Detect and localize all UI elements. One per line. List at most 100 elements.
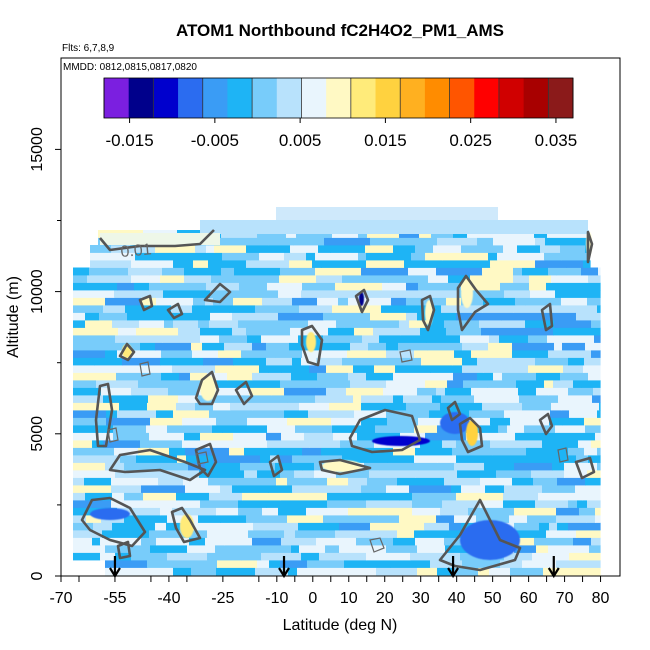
heatmap-cell [436,515,455,523]
contour-line [166,302,184,320]
heatmap-cell [524,425,556,433]
heatmap-cell [447,380,464,388]
heatmap-cell [542,485,576,493]
dates-label: MMDD: 0812,0815,0817,0820 [63,62,197,73]
heatmap-cell [427,320,445,328]
heatmap-cell [185,485,221,493]
heatmap-cell [149,530,159,538]
heatmap-feature [359,292,364,306]
heatmap-cell [158,327,179,336]
heatmap-cell [469,410,489,418]
heatmap-cell [163,290,211,298]
heatmap-cell [482,402,523,411]
heatmap-cell [462,357,478,366]
heatmap-cell [584,417,601,426]
heatmap-cell [215,365,260,373]
heatmap-cell [252,342,267,351]
heatmap-cell [482,267,514,276]
heatmap-cell [216,567,256,576]
heatmap-cell [219,335,248,343]
heatmap-cell [200,432,234,441]
heatmap-cell [440,402,483,411]
heatmap-cell [73,440,93,448]
chart-title: ATOM1 Northbound fC2H4O2_PM1_AMS [176,21,504,40]
heatmap-cell [203,357,234,366]
heatmap-cell [266,432,282,441]
heatmap-cell [591,440,601,448]
heatmap-cell [477,425,499,433]
heatmap-cell [284,530,296,538]
flight-marker-arrowhead [547,567,560,579]
heatmap-cell [476,515,510,523]
y-tick-label: 15000 [29,127,46,172]
y-tick-label: 0 [29,571,46,580]
heatmap-cell [415,470,458,478]
heatmap-cell [437,455,457,463]
contour-line [456,274,490,332]
heatmap-cell [528,335,548,343]
heatmap-cell [82,485,112,493]
heatmap-cell [566,260,584,268]
heatmap-cell [357,432,401,441]
heatmap-cell [317,297,339,306]
heatmap-cell [444,477,481,486]
heatmap-cell [275,462,303,471]
heatmap-cell [425,432,459,441]
heatmap-cell [428,275,449,283]
heatmap-cell [568,560,601,568]
heatmap-cell [102,530,150,538]
heatmap-cell [512,477,534,486]
heatmap-cell [546,530,577,538]
heatmap-cell [374,365,396,373]
heatmap-cell [155,342,192,351]
heatmap-cell [388,530,398,538]
heatmap-cell [267,440,310,448]
heatmap-cell [252,372,292,381]
heatmap-cell [155,522,167,531]
heatmap-cell [454,462,485,471]
heatmap-cell [529,282,547,291]
heatmap-cell [213,455,261,463]
heatmap-cell [477,357,494,366]
heatmap-cell [395,365,431,373]
contour-line [420,294,436,332]
heatmap-cell [187,545,216,553]
colorbar-swatch [350,78,377,118]
heatmap-cell [115,470,145,478]
heatmap-cell [409,485,452,493]
contour-line [203,282,232,304]
heatmap-cell [527,515,557,523]
contour-line [116,540,132,560]
heatmap-cell [156,410,174,418]
heatmap-cell [424,522,450,531]
heatmap-cell [368,342,387,351]
heatmap-cell [453,372,478,381]
heatmap-cell [266,342,290,351]
heatmap-cell [484,462,515,471]
heatmap-cell [525,297,542,306]
heatmap-cell [294,470,315,478]
heatmap-cell [346,387,384,396]
heatmap-cell [574,282,601,291]
heatmap-cell [548,545,590,553]
heatmap-cell [111,380,139,388]
heatmap-cell [302,462,315,471]
heatmap-cell [408,267,437,276]
heatmap-cell [284,252,298,261]
heatmap-cell [437,237,478,246]
heatmap-cell [253,522,265,531]
heatmap-cell [591,350,601,358]
heatmap-cell [393,395,404,403]
heatmap-feature [460,520,520,560]
heatmap-cell [156,297,194,306]
heatmap-cell [287,417,332,426]
heatmap-cell [111,387,132,396]
heatmap-cell [137,432,150,441]
heatmap-cell [417,545,446,553]
heatmap-cell [568,387,594,396]
heatmap-cell [112,492,125,501]
heatmap-feature [440,412,470,434]
heatmap-cell [208,260,247,268]
heatmap-cell [418,282,462,291]
heatmap-cell [589,545,601,553]
